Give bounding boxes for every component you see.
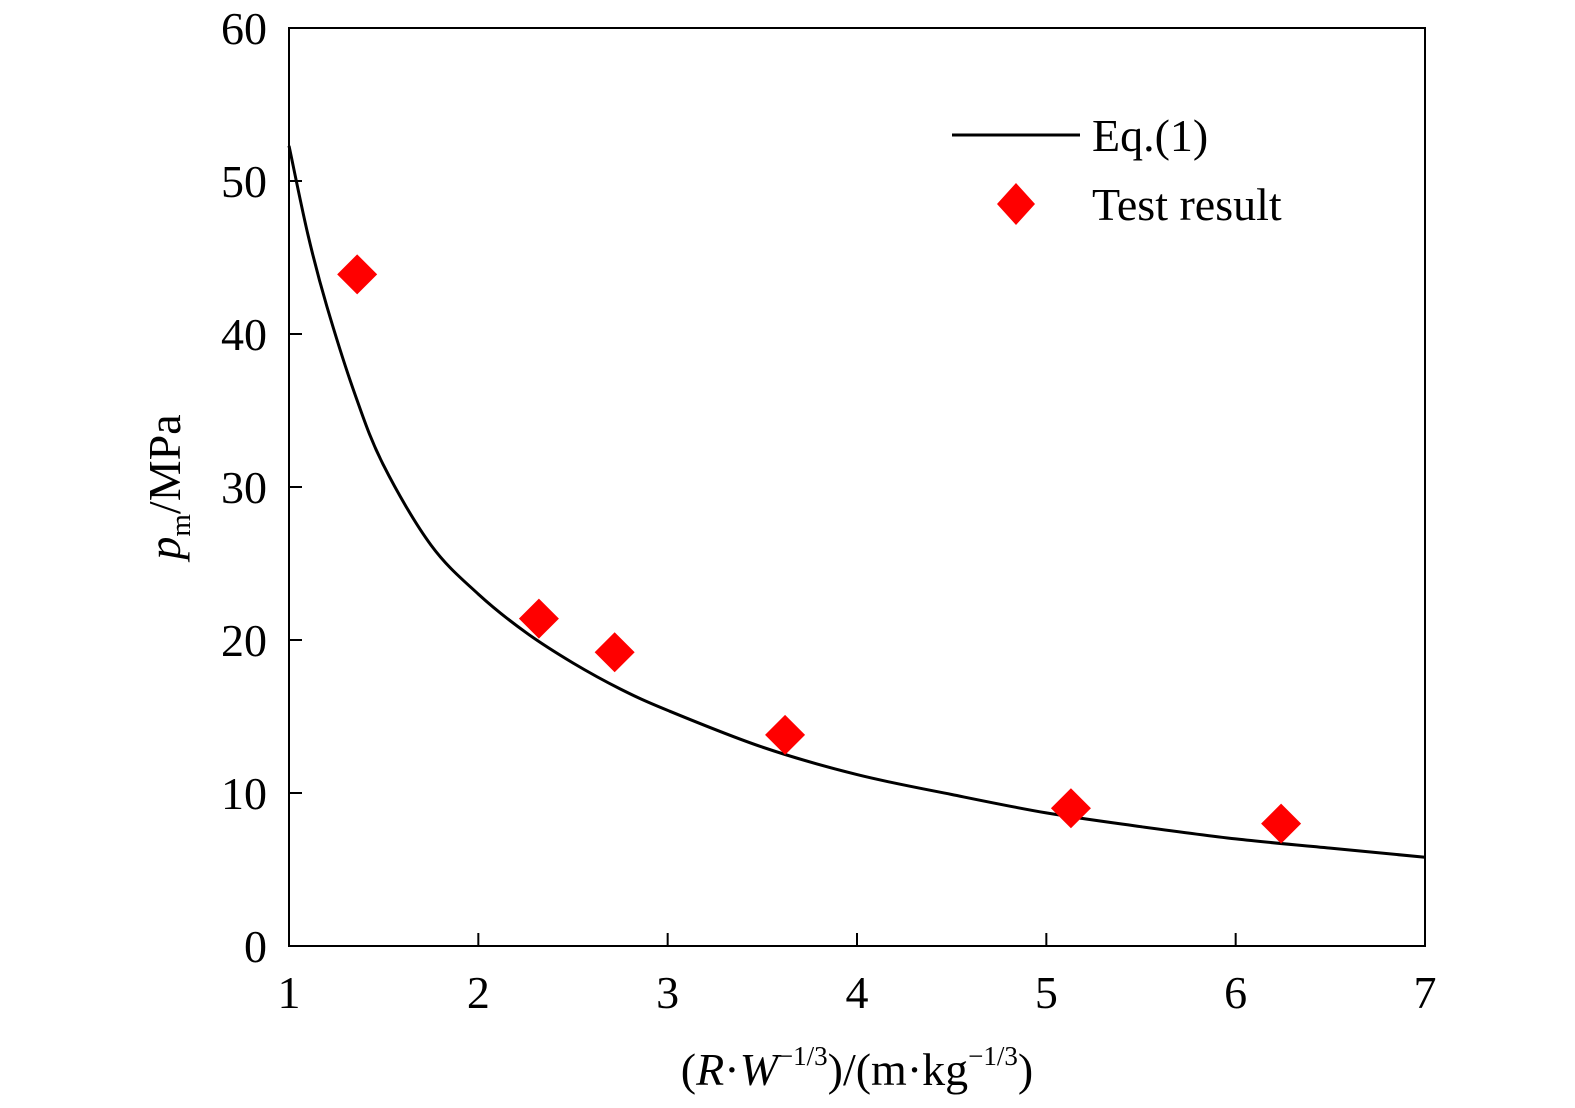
legend-label-eq1: Eq.(1)	[1092, 110, 1208, 161]
test-result-point	[1050, 788, 1091, 829]
test-result-point	[594, 632, 635, 673]
y-tick-label: 30	[221, 462, 267, 513]
x-tick-label: 6	[1224, 967, 1247, 1018]
y-axis-ticks: 0 10 20 30 40 50 60	[221, 3, 302, 972]
y-tick-label: 40	[221, 309, 267, 360]
test-result-point	[1261, 803, 1302, 844]
y-tick-label: 20	[221, 615, 267, 666]
y-axis-label: pm/MPa	[139, 414, 197, 562]
data-points-layer	[337, 254, 1302, 844]
x-tick-label: 5	[1035, 967, 1058, 1018]
legend-label-test-result: Test result	[1092, 179, 1282, 230]
y-tick-label: 60	[221, 3, 267, 54]
test-result-point	[765, 714, 806, 755]
test-result-point	[337, 254, 378, 295]
y-tick-label: 0	[244, 921, 267, 972]
fit-curve-layer	[287, 145, 1426, 859]
x-tick-label: 3	[656, 967, 679, 1018]
x-tick-label: 4	[846, 967, 869, 1018]
x-axis-label: (R·W−1/3)/(m·kg−1/3)	[681, 1041, 1033, 1095]
x-tick-label: 2	[467, 967, 490, 1018]
y-tick-label: 50	[221, 156, 267, 207]
x-tick-label: 1	[278, 967, 301, 1018]
x-axis-ticks: 1 2 3 4 5 6 7	[278, 933, 1437, 1018]
test-result-point	[518, 598, 559, 639]
legend: Eq.(1) Test result	[952, 110, 1282, 230]
eq1-curve	[287, 145, 1426, 859]
x-tick-label: 7	[1414, 967, 1437, 1018]
plot-frame	[288, 27, 1426, 947]
legend-diamond-marker	[997, 183, 1035, 225]
y-tick-label: 10	[221, 768, 267, 819]
